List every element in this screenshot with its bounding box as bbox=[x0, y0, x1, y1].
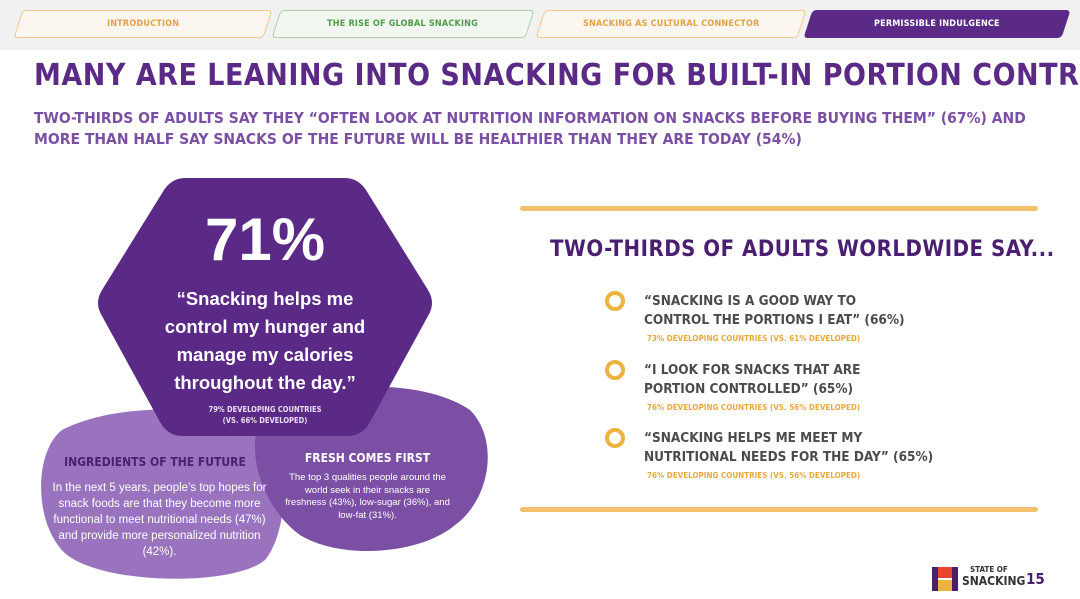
fresh-title: FRESH COMES FIRST bbox=[304, 451, 431, 465]
page-number: 15 bbox=[1026, 570, 1045, 588]
ring-bullet-icon bbox=[605, 428, 625, 448]
ingredients-blob bbox=[41, 409, 284, 579]
divider-top bbox=[520, 206, 1038, 211]
stat-quote-line2: CONTROL THE PORTIONS I EAT” (66%) bbox=[644, 312, 905, 328]
panel-title: TWO-THIRDS OF ADULTS WORLDWIDE SAY... bbox=[550, 237, 1055, 262]
ring-bullet-icon bbox=[605, 291, 625, 311]
stat-quote: “SNACKING IS A GOOD WAY TO CONTROL THE P… bbox=[644, 292, 1004, 330]
stat-quote: “SNACKING HELPS ME MEET MY NUTRITIONAL N… bbox=[644, 429, 1004, 467]
stat-quote-line2: NUTRITIONAL NEEDS FOR THE DAY” (65%) bbox=[644, 449, 934, 465]
fresh-text: The top 3 qualities people around the wo… bbox=[285, 472, 450, 521]
stat-quote-line2: PORTION CONTROLLED” (65%) bbox=[644, 381, 854, 397]
hexagon-note: 79% DEVELOPING COUNTRIES (VS. 66% DEVELO… bbox=[180, 404, 350, 426]
page-subtitle: TWO-THIRDS OF ADULTS SAY THEY “OFTEN LOO… bbox=[34, 109, 1026, 148]
stat-quote-line1: “SNACKING IS A GOOD WAY TO bbox=[644, 293, 857, 309]
page-title: MANY ARE LEANING INTO SNACKING FOR BUILT… bbox=[34, 58, 1080, 93]
state-of-snacking-logo-icon bbox=[932, 567, 958, 591]
stat-hexagon bbox=[98, 178, 432, 436]
stat-quote-line1: “I LOOK FOR SNACKS THAT ARE bbox=[644, 362, 861, 378]
section-nav: INTRODUCTION THE RISE OF GLOBAL SNACKING… bbox=[0, 0, 1080, 50]
ingredients-text: In the next 5 years, people’s top hopes … bbox=[52, 482, 267, 558]
ring-bullet-icon bbox=[605, 360, 625, 380]
ingredients-title: INGREDIENTS OF THE FUTURE bbox=[64, 455, 246, 469]
stat-note: 76% DEVELOPING COUNTRIES (VS. 56% DEVELO… bbox=[647, 471, 861, 480]
stat-note: 73% DEVELOPING COUNTRIES (VS. 61% DEVELO… bbox=[647, 334, 861, 343]
stat-quote: “I LOOK FOR SNACKS THAT ARE PORTION CONT… bbox=[644, 361, 1004, 399]
hexagon-note-line2: (VS. 66% DEVELOPED) bbox=[222, 416, 308, 425]
brand-line1: STATE OF bbox=[970, 565, 1008, 574]
divider-bottom bbox=[520, 507, 1038, 512]
brand-line2: SNACKING bbox=[962, 574, 1026, 588]
stat-quote-line1: “SNACKING HELPS ME MEET MY bbox=[644, 430, 863, 446]
hexagon-percent: 71% bbox=[204, 206, 326, 273]
brand-wordmark: STATE OF SNACKING bbox=[962, 565, 1026, 588]
hexagon-note-line1: 79% DEVELOPING COUNTRIES bbox=[208, 405, 322, 414]
stat-note: 76% DEVELOPING COUNTRIES (VS. 56% DEVELO… bbox=[647, 403, 861, 412]
hexagon-quote: “Snacking helps me control my hunger and… bbox=[164, 288, 366, 393]
